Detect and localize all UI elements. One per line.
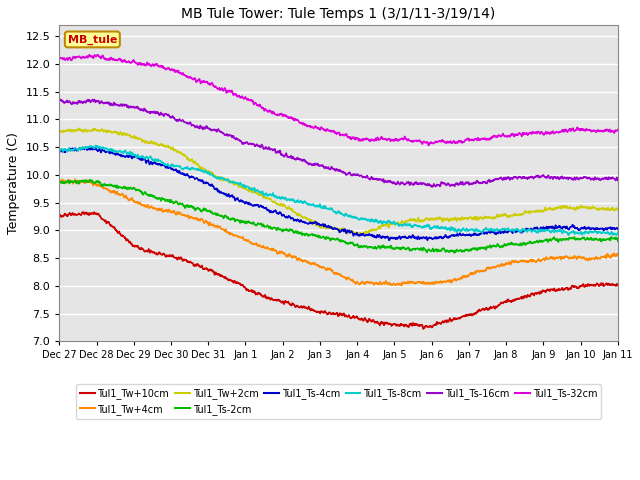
Tul1_Tw+2cm [156,143,163,148]
Tul1_Ts-2cm [441,247,449,252]
Line: Tul1_Ts-32cm: Tul1_Ts-32cm [60,55,618,145]
Tul1_Ts-8cm [156,157,163,163]
Tul1_Tw+10cm [56,211,63,217]
Tul1_Tw+2cm [66,129,74,134]
Tul1_Ts-4cm [156,162,163,168]
Text: MB_tule: MB_tule [68,34,117,45]
Tul1_Ts-16cm [441,180,449,186]
Tul1_Tw+4cm [308,260,316,266]
Tul1_Tw+2cm [76,125,83,131]
Tul1_Ts-32cm [614,127,621,132]
Tul1_Tw+2cm [342,228,349,234]
Tul1_Tw+4cm [56,178,63,184]
Tul1_Ts-16cm [56,98,63,104]
Tul1_Tw+2cm [579,204,586,210]
Line: Tul1_Ts-2cm: Tul1_Ts-2cm [60,180,618,253]
Line: Tul1_Tw+4cm: Tul1_Tw+4cm [60,179,618,286]
Tul1_Ts-8cm [342,212,349,217]
Tul1_Ts-32cm [91,52,99,58]
Tul1_Ts-2cm [86,177,93,183]
Tul1_Ts-2cm [451,250,458,256]
Tul1_Tw+10cm [342,313,349,319]
Tul1_Tw+4cm [441,278,449,284]
Tul1_Tw+4cm [614,252,621,258]
Tul1_Tw+4cm [579,255,586,261]
Tul1_Tw+10cm [79,209,87,215]
Tul1_Ts-4cm [614,227,621,232]
Tul1_Tw+2cm [614,207,621,213]
Tul1_Ts-4cm [56,148,63,154]
Tul1_Ts-32cm [342,132,349,138]
Y-axis label: Temperature (C): Temperature (C) [7,132,20,234]
Tul1_Ts-8cm [614,229,621,235]
Tul1_Ts-4cm [66,145,74,151]
Tul1_Ts-16cm [579,175,586,180]
Tul1_Ts-32cm [441,139,449,145]
Tul1_Ts-16cm [67,99,74,105]
Tul1_Ts-2cm [579,235,586,241]
Tul1_Ts-2cm [56,180,63,186]
Tul1_Ts-32cm [66,55,74,60]
Tul1_Ts-16cm [156,112,163,118]
Tul1_Ts-32cm [308,124,316,130]
Tul1_Ts-2cm [66,179,74,184]
Line: Tul1_Tw+2cm: Tul1_Tw+2cm [60,128,618,235]
Tul1_Tw+2cm [441,216,449,222]
Tul1_Tw+10cm [156,250,163,256]
Tul1_Tw+4cm [342,275,349,280]
Tul1_Tw+2cm [308,219,316,225]
Tul1_Tw+10cm [614,283,621,288]
Tul1_Tw+4cm [71,176,79,182]
Tul1_Ts-2cm [614,238,621,244]
Tul1_Tw+2cm [56,129,63,135]
Tul1_Ts-8cm [66,147,74,153]
Tul1_Ts-16cm [56,96,64,102]
Legend: Tul1_Tw+10cm, Tul1_Tw+4cm, Tul1_Tw+2cm, Tul1_Ts-2cm, Tul1_Ts-4cm, Tul1_Ts-8cm, T: Tul1_Tw+10cm, Tul1_Tw+4cm, Tul1_Tw+2cm, … [76,384,601,419]
Tul1_Tw+4cm [66,177,74,183]
Line: Tul1_Tw+10cm: Tul1_Tw+10cm [60,212,618,329]
Tul1_Tw+2cm [354,232,362,238]
Line: Tul1_Ts-8cm: Tul1_Ts-8cm [60,145,618,235]
Tul1_Ts-4cm [579,226,586,231]
Tul1_Ts-4cm [441,233,449,239]
Tul1_Tw+10cm [308,307,316,312]
Tul1_Tw+4cm [156,206,163,212]
Tul1_Ts-8cm [56,148,63,154]
Tul1_Ts-2cm [308,231,316,237]
Tul1_Tw+10cm [66,210,74,216]
Line: Tul1_Ts-16cm: Tul1_Ts-16cm [60,99,618,187]
Tul1_Ts-2cm [342,239,349,245]
Tul1_Ts-8cm [92,143,99,148]
Tul1_Ts-2cm [156,195,163,201]
Tul1_Ts-32cm [579,126,586,132]
Tul1_Ts-8cm [308,203,316,208]
Tul1_Ts-4cm [92,144,99,150]
Tul1_Ts-4cm [342,227,349,232]
Tul1_Ts-32cm [156,64,163,70]
Title: MB Tule Tower: Tule Temps 1 (3/1/11-3/19/14): MB Tule Tower: Tule Temps 1 (3/1/11-3/19… [181,7,495,21]
Tul1_Ts-16cm [429,184,436,190]
Tul1_Ts-16cm [308,162,316,168]
Tul1_Tw+4cm [397,283,405,288]
Tul1_Ts-32cm [425,143,433,148]
Line: Tul1_Ts-4cm: Tul1_Ts-4cm [60,147,618,240]
Tul1_Ts-8cm [564,232,572,238]
Tul1_Ts-4cm [385,238,393,243]
Tul1_Ts-16cm [342,170,349,176]
Tul1_Tw+10cm [419,326,427,332]
Tul1_Ts-8cm [441,226,449,232]
Tul1_Tw+10cm [579,282,586,288]
Tul1_Ts-4cm [308,221,316,227]
Tul1_Ts-32cm [56,55,63,61]
Tul1_Ts-16cm [614,178,621,183]
Tul1_Ts-8cm [579,231,586,237]
Tul1_Tw+10cm [441,319,449,324]
